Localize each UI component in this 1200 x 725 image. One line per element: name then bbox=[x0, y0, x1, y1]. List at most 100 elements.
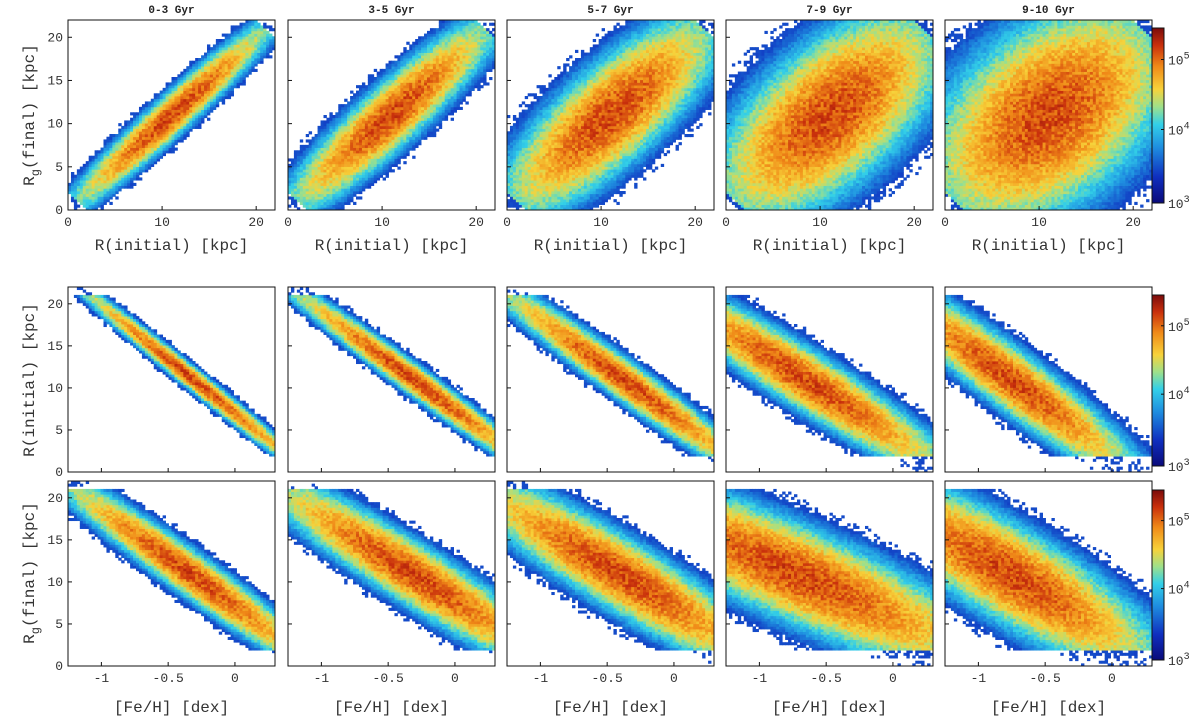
heatmap-bin bbox=[103, 202, 106, 205]
heatmap-bin bbox=[95, 183, 98, 186]
heatmap-bin bbox=[74, 205, 77, 208]
heatmap-bin bbox=[118, 169, 121, 172]
heatmap-bin bbox=[89, 205, 92, 208]
heatmap-bin bbox=[189, 74, 192, 77]
heatmap-bin bbox=[121, 150, 124, 153]
heatmap-bin bbox=[74, 194, 77, 197]
heatmap-bin bbox=[136, 164, 139, 167]
heatmap-bin bbox=[186, 96, 189, 99]
heatmap-bin bbox=[83, 172, 86, 175]
heatmap-bin bbox=[139, 120, 142, 123]
heatmap-bin bbox=[86, 188, 89, 191]
heatmap-bin bbox=[124, 167, 127, 170]
heatmap-bin bbox=[172, 77, 175, 80]
heatmap-bin bbox=[80, 199, 83, 202]
heatmap-bin bbox=[95, 199, 98, 202]
heatmap-bin bbox=[130, 131, 133, 134]
heatmap-bin bbox=[139, 153, 142, 156]
heatmap-bin bbox=[177, 120, 180, 123]
heatmap-bin bbox=[148, 107, 151, 110]
heatmap-bin bbox=[192, 91, 195, 94]
heatmap-bin bbox=[115, 137, 118, 140]
heatmap-bin bbox=[118, 131, 121, 134]
heatmap-bin bbox=[145, 123, 148, 126]
heatmap-bin bbox=[186, 110, 189, 113]
heatmap-bin bbox=[98, 199, 101, 202]
heatmap-bin bbox=[127, 158, 130, 161]
heatmap-bin bbox=[160, 142, 163, 145]
heatmap-bin bbox=[154, 161, 157, 164]
heatmap-bin bbox=[157, 104, 160, 107]
heatmap-bin bbox=[142, 120, 145, 123]
heatmap-bin bbox=[124, 126, 127, 129]
heatmap-bin bbox=[101, 191, 104, 194]
heatmap-bin bbox=[86, 196, 89, 199]
heatmap-bin bbox=[198, 115, 201, 118]
heatmap-bin bbox=[121, 177, 124, 180]
heatmap-bin bbox=[174, 77, 177, 80]
heatmap-bin bbox=[103, 156, 106, 159]
heatmap-bin bbox=[186, 82, 189, 85]
heatmap-bin bbox=[139, 161, 142, 164]
heatmap-bin bbox=[180, 91, 183, 94]
heatmap-bin bbox=[186, 118, 189, 121]
heatmap-bin bbox=[160, 112, 163, 115]
heatmap-bin bbox=[80, 188, 83, 191]
heatmap-bin bbox=[115, 177, 118, 180]
heatmap-bin bbox=[142, 129, 145, 132]
heatmap-bin bbox=[106, 169, 109, 172]
heatmap-bin bbox=[124, 175, 127, 178]
heatmap-bin bbox=[172, 148, 175, 151]
heatmap-bin bbox=[77, 186, 80, 189]
heatmap-bin bbox=[169, 150, 172, 153]
heatmap-bin bbox=[189, 82, 192, 85]
heatmap-bin bbox=[89, 156, 92, 159]
heatmap-bin bbox=[163, 137, 166, 140]
heatmap-bin bbox=[157, 153, 160, 156]
heatmap-bin bbox=[106, 199, 109, 202]
heatmap-bin bbox=[174, 107, 177, 110]
heatmap-bin bbox=[124, 123, 127, 126]
heatmap-bin bbox=[195, 126, 198, 129]
heatmap-bin bbox=[157, 96, 160, 99]
heatmap-bin bbox=[71, 199, 74, 202]
heatmap-bin bbox=[133, 175, 136, 178]
heatmap-bin bbox=[142, 164, 145, 167]
heatmap-bin bbox=[103, 188, 106, 191]
heatmap-bin bbox=[109, 186, 112, 189]
heatmap-bin bbox=[166, 137, 169, 140]
heatmap-bin bbox=[174, 123, 177, 126]
heatmap-bin bbox=[92, 172, 95, 175]
heatmap-bin bbox=[77, 188, 80, 191]
heatmap-bin bbox=[189, 96, 192, 99]
heatmap-bin bbox=[151, 137, 154, 140]
heatmap-bin bbox=[172, 137, 175, 140]
heatmap-bin bbox=[106, 186, 109, 189]
heatmap-bin bbox=[130, 139, 133, 142]
heatmap-bin bbox=[92, 188, 95, 191]
heatmap-bin bbox=[136, 145, 139, 148]
heatmap-bin bbox=[169, 148, 172, 151]
heatmap-bin bbox=[151, 120, 154, 123]
heatmap-bin bbox=[151, 123, 154, 126]
heatmap-bin bbox=[139, 126, 142, 129]
heatmap-bin bbox=[118, 142, 121, 145]
heatmap-bin bbox=[98, 196, 101, 199]
heatmap-bin bbox=[169, 96, 172, 99]
heatmap-bin bbox=[136, 177, 139, 180]
heatmap-bin bbox=[112, 188, 115, 191]
heatmap-bin bbox=[127, 150, 130, 153]
heatmap-bin bbox=[115, 175, 118, 178]
heatmap-bin bbox=[145, 156, 148, 159]
heatmap-bin bbox=[186, 93, 189, 96]
heatmap-bin bbox=[183, 104, 186, 107]
heatmap-bin bbox=[115, 167, 118, 170]
heatmap-bin bbox=[166, 150, 169, 153]
heatmap-bin bbox=[169, 88, 172, 91]
heatmap-bin bbox=[151, 115, 154, 118]
heatmap-bin bbox=[118, 148, 121, 151]
heatmap-bin bbox=[121, 183, 124, 186]
heatmap-bin bbox=[101, 169, 104, 172]
heatmap-bin bbox=[130, 153, 133, 156]
heatmap-bin bbox=[95, 196, 98, 199]
